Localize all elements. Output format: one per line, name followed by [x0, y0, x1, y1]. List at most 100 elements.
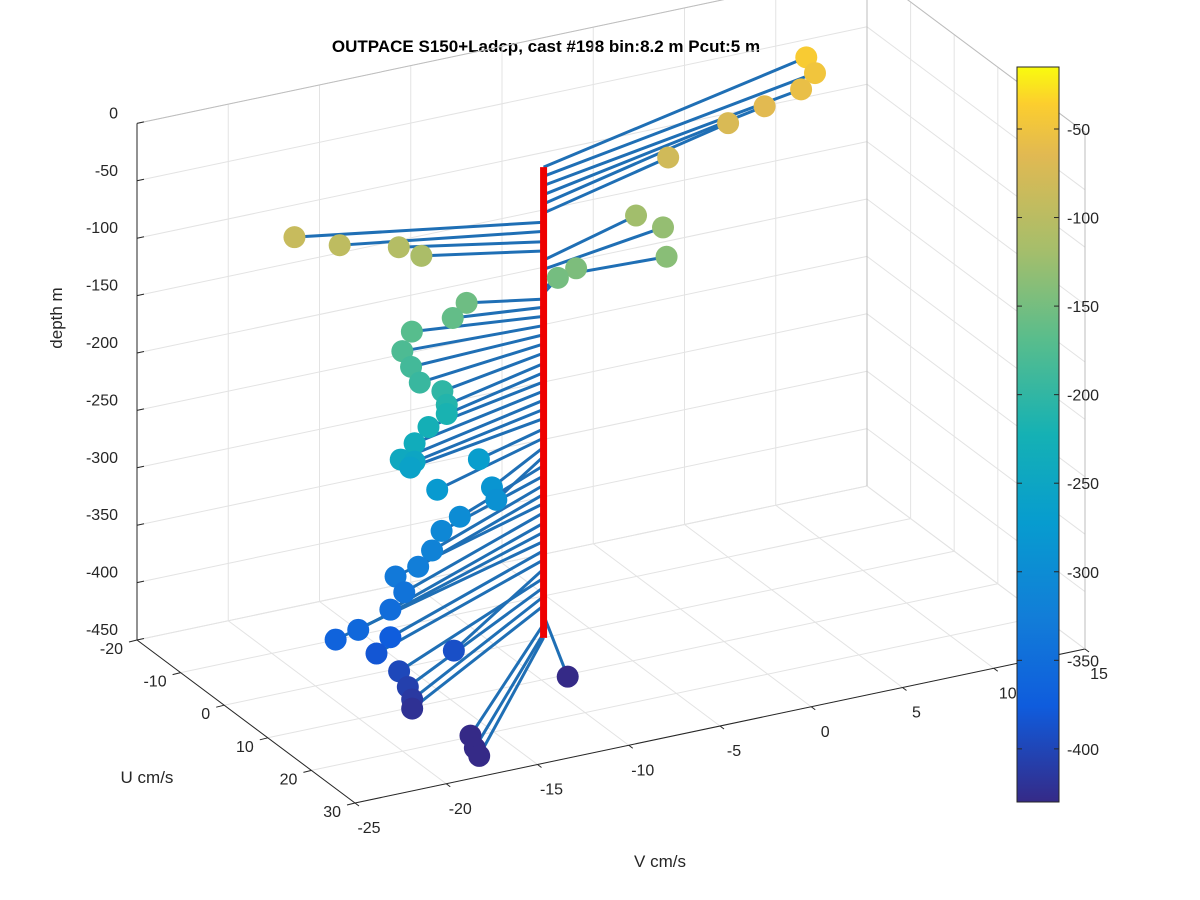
- velocity-stick: [411, 604, 545, 710]
- velocity-point: [387, 236, 410, 259]
- velocity-stick: [542, 614, 570, 678]
- gridline: [501, 562, 721, 727]
- colorbar-tick-label: -100: [1067, 211, 1099, 228]
- v-tick-label: -5: [727, 743, 741, 760]
- axes-box: [136, 0, 1086, 804]
- velocity-stick: [406, 586, 545, 689]
- depth-tick-label: -50: [95, 163, 118, 180]
- v-tick-label: -10: [631, 762, 654, 779]
- depth-tick-mark: [136, 638, 145, 641]
- v-tick-mark: [354, 802, 360, 807]
- plot-grid: [136, 0, 1086, 804]
- velocity-point: [426, 478, 449, 501]
- velocity-point: [790, 78, 813, 101]
- depth-axis-label: depth m: [47, 287, 66, 348]
- velocity-point: [441, 307, 464, 330]
- depth-tick-label: -150: [86, 278, 118, 295]
- velocity-stick: [446, 371, 545, 416]
- u-tick-label: -20: [100, 641, 123, 658]
- colorbar-tick-label: -250: [1067, 476, 1099, 493]
- colorbar: -50 -100 -150 -200 -250 -300 -350 -400: [1016, 66, 1099, 803]
- velocity-point: [435, 402, 458, 425]
- velocity-point: [324, 628, 347, 651]
- u-tick-label: -10: [143, 674, 166, 691]
- velocity-point: [652, 216, 675, 239]
- velocity-stick: [469, 623, 545, 737]
- velocity-stick: [414, 407, 545, 464]
- u-axis-ticks: -20 -10 0 10 20 30: [100, 639, 356, 821]
- u-tick-mark: [128, 639, 138, 643]
- velocity-point: [407, 555, 430, 578]
- v-axis-label: V cm/s: [634, 852, 686, 871]
- velocity-points: [283, 46, 826, 767]
- velocity-point: [442, 639, 465, 662]
- v-tick-label: 5: [912, 705, 921, 722]
- velocity-stick: [477, 637, 545, 757]
- gridline: [775, 504, 995, 669]
- velocity-point: [625, 204, 648, 227]
- colorbar-scale: [1016, 66, 1060, 803]
- u-tick-mark: [216, 704, 225, 708]
- velocity-stick: [542, 56, 807, 169]
- velocity-point: [455, 291, 478, 314]
- velocity-stick: [402, 324, 544, 353]
- velocity-point: [393, 581, 416, 604]
- velocity-point: [421, 539, 444, 562]
- u-tick-label: 0: [201, 706, 210, 723]
- colorbar-tick-label: -50: [1067, 122, 1090, 139]
- velocity-point: [283, 226, 306, 249]
- velocity-stick: [421, 249, 544, 258]
- velocity-stick: [466, 297, 544, 305]
- velocity-point: [430, 519, 453, 542]
- velocity-point: [399, 456, 422, 479]
- velocity-stick: [543, 71, 816, 178]
- velocity-point: [655, 245, 678, 268]
- velocity-stick: [419, 342, 545, 385]
- velocity-stick: [411, 595, 545, 701]
- u-tick-label: 30: [323, 804, 341, 821]
- v-tick-mark: [1084, 648, 1090, 653]
- depth-tick-mark: [136, 351, 145, 354]
- depth-tick-mark: [136, 293, 145, 297]
- v-tick-label: 0: [821, 724, 830, 741]
- v-tick-mark: [628, 744, 634, 749]
- v-tick-label: -20: [449, 801, 472, 818]
- gridline: [136, 198, 868, 354]
- velocity-point: [657, 146, 680, 169]
- depth-tick-mark: [136, 465, 145, 469]
- depth-tick-label: -300: [86, 450, 118, 467]
- velocity-stick: [452, 567, 545, 652]
- velocity-stick: [339, 229, 544, 247]
- velocity-stick: [441, 351, 545, 393]
- velocity-stick: [389, 521, 545, 611]
- gridline: [136, 141, 868, 297]
- velocity-stick: [431, 483, 545, 552]
- gridline: [592, 543, 812, 708]
- v-tick-mark: [445, 783, 451, 788]
- velocity-point: [328, 234, 351, 257]
- velocity-point: [365, 642, 388, 665]
- colorbar-tick-label: -300: [1067, 565, 1099, 582]
- velocity-point: [485, 488, 508, 511]
- depth-axis-ticks: 0 -50 -100 -150 -200 -250 -300 -350 -400 -450: [86, 105, 145, 641]
- v-tick-mark: [537, 764, 542, 768]
- v-tick-label: -15: [540, 782, 563, 799]
- velocity-point: [468, 744, 491, 767]
- v-tick-label: 15: [1090, 666, 1108, 683]
- velocity-point: [410, 244, 433, 267]
- velocity-point: [546, 266, 569, 289]
- v-tick-mark: [993, 667, 999, 672]
- velocity-point: [467, 448, 490, 471]
- velocity-stick: [446, 362, 545, 407]
- u-tick-label: 20: [280, 771, 298, 788]
- u-tick-label: 10: [236, 739, 254, 756]
- velocity-point: [379, 626, 402, 649]
- gridline: [136, 485, 868, 641]
- velocity-stick: [410, 333, 544, 369]
- depth-tick-mark: [136, 523, 145, 526]
- depth-tick-mark: [136, 580, 145, 584]
- colorbar-tick-label: -200: [1067, 388, 1099, 405]
- velocity-point: [803, 62, 826, 85]
- v-tick-mark: [810, 706, 816, 711]
